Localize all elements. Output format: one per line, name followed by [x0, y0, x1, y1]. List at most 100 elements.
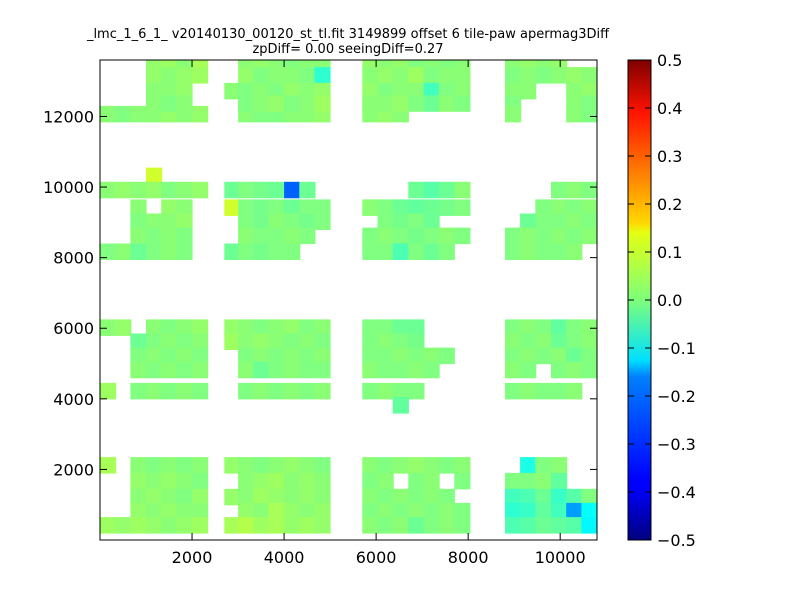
heatmap-cell — [224, 517, 241, 534]
heatmap-cell — [146, 67, 163, 84]
heatmap-cell — [454, 60, 471, 68]
heatmap-cell — [520, 333, 537, 350]
heatmap-cell — [520, 60, 537, 68]
heatmap-cell — [192, 517, 209, 534]
heatmap-cell — [566, 382, 583, 400]
heatmap-cell — [566, 82, 583, 100]
heatmap-cell — [238, 472, 255, 490]
heatmap-cell — [392, 319, 409, 336]
heatmap-cell — [115, 517, 132, 534]
heatmap-cell — [161, 382, 178, 400]
heatmap-cell — [224, 82, 241, 100]
heatmap-cell — [505, 319, 522, 336]
heatmap-cell — [392, 67, 409, 84]
heatmap-cell — [238, 227, 255, 245]
heatmap-cell — [551, 347, 568, 365]
heatmap-cell — [377, 213, 394, 230]
heatmap-cell — [100, 457, 117, 474]
colorbar-tick-label: 0.2 — [657, 195, 682, 214]
heatmap-cell — [377, 457, 394, 474]
heatmap-cell — [238, 382, 255, 400]
heatmap-cell — [520, 502, 537, 520]
y-axis: 2000 4000 6000 8000 10000 12000 — [43, 107, 597, 479]
heatmap-cell — [438, 502, 455, 520]
heatmap-cell — [192, 488, 209, 506]
heatmap-cell — [408, 181, 425, 199]
heatmap-cell — [423, 457, 440, 474]
y-tick-label: 12000 — [43, 107, 94, 126]
heatmap-cell — [268, 227, 285, 245]
heatmap-cell — [535, 243, 552, 260]
heatmap-cell — [581, 213, 597, 230]
heatmap-cell — [268, 213, 285, 230]
heatmap-cell — [314, 382, 331, 400]
heatmap-cell — [314, 347, 331, 365]
heatmap-cell — [520, 472, 537, 490]
heatmap-cell — [192, 457, 209, 474]
heatmap-cell — [314, 199, 331, 216]
heatmap-cell — [284, 361, 301, 379]
heatmap-cell — [115, 105, 132, 123]
heatmap-cell — [299, 457, 316, 474]
heatmap-cell — [551, 472, 568, 490]
heatmap-cell — [314, 60, 331, 68]
heatmap-cell — [551, 319, 568, 336]
heatmap-cell — [581, 517, 597, 534]
heatmap-cell — [146, 457, 163, 474]
heatmap-cell — [566, 517, 583, 534]
heatmap-cell — [130, 502, 147, 520]
heatmap-cell — [454, 82, 471, 100]
heatmap-cell — [176, 82, 193, 100]
heatmap-cell — [535, 347, 552, 365]
heatmap-cell — [314, 319, 331, 336]
heatmap-cell — [161, 347, 178, 365]
heatmap-cell — [520, 213, 537, 230]
heatmap-cell — [392, 213, 409, 230]
heatmap-cell — [408, 457, 425, 474]
heatmap-cell — [408, 243, 425, 260]
heatmap-cell — [130, 488, 147, 506]
heatmap-cell — [408, 382, 425, 400]
heatmap-cell — [161, 502, 178, 520]
heatmap-cell — [284, 517, 301, 534]
heatmap-cell — [505, 382, 522, 400]
heatmap-cell — [253, 457, 270, 474]
heatmap-cell — [551, 60, 568, 68]
heatmap-cell — [268, 95, 285, 112]
heatmap-cell — [176, 457, 193, 474]
heatmap-cell — [408, 95, 425, 112]
heatmap-cell — [423, 60, 440, 68]
heatmap-cell — [238, 361, 255, 379]
heatmap-cell — [566, 105, 583, 123]
y-tick-label: 4000 — [53, 390, 94, 409]
heatmap-cell — [520, 82, 537, 100]
heatmap-cell — [392, 82, 409, 100]
heatmap-cell — [192, 333, 209, 350]
heatmap-cell — [314, 82, 331, 100]
heatmap-cell — [581, 488, 597, 506]
heatmap-cell — [299, 60, 316, 68]
heatmap-cell — [268, 472, 285, 490]
heatmap-cell — [176, 60, 193, 68]
heatmap-cell — [520, 243, 537, 260]
heatmap-cell — [224, 457, 241, 474]
heatmap-cell — [454, 95, 471, 112]
heatmap-cell — [581, 181, 597, 199]
heatmap-cell — [268, 361, 285, 379]
heatmap-cell — [362, 60, 379, 68]
heatmap-cell — [581, 333, 597, 350]
heatmap-cell — [423, 181, 440, 199]
heatmap-cell — [146, 243, 163, 260]
heatmap-cell — [423, 472, 440, 490]
heatmap-cell — [146, 361, 163, 379]
heatmap-cell — [238, 517, 255, 534]
heatmap-cell — [551, 457, 568, 474]
heatmap-cell — [438, 95, 455, 112]
heatmap-cell — [268, 67, 285, 84]
heatmap-cell — [362, 457, 379, 474]
heatmap-cell — [161, 472, 178, 490]
heatmap-cell — [408, 472, 425, 490]
heatmap-cell — [581, 82, 597, 100]
heatmap-cell — [284, 199, 301, 216]
heatmap-cell — [224, 243, 241, 260]
